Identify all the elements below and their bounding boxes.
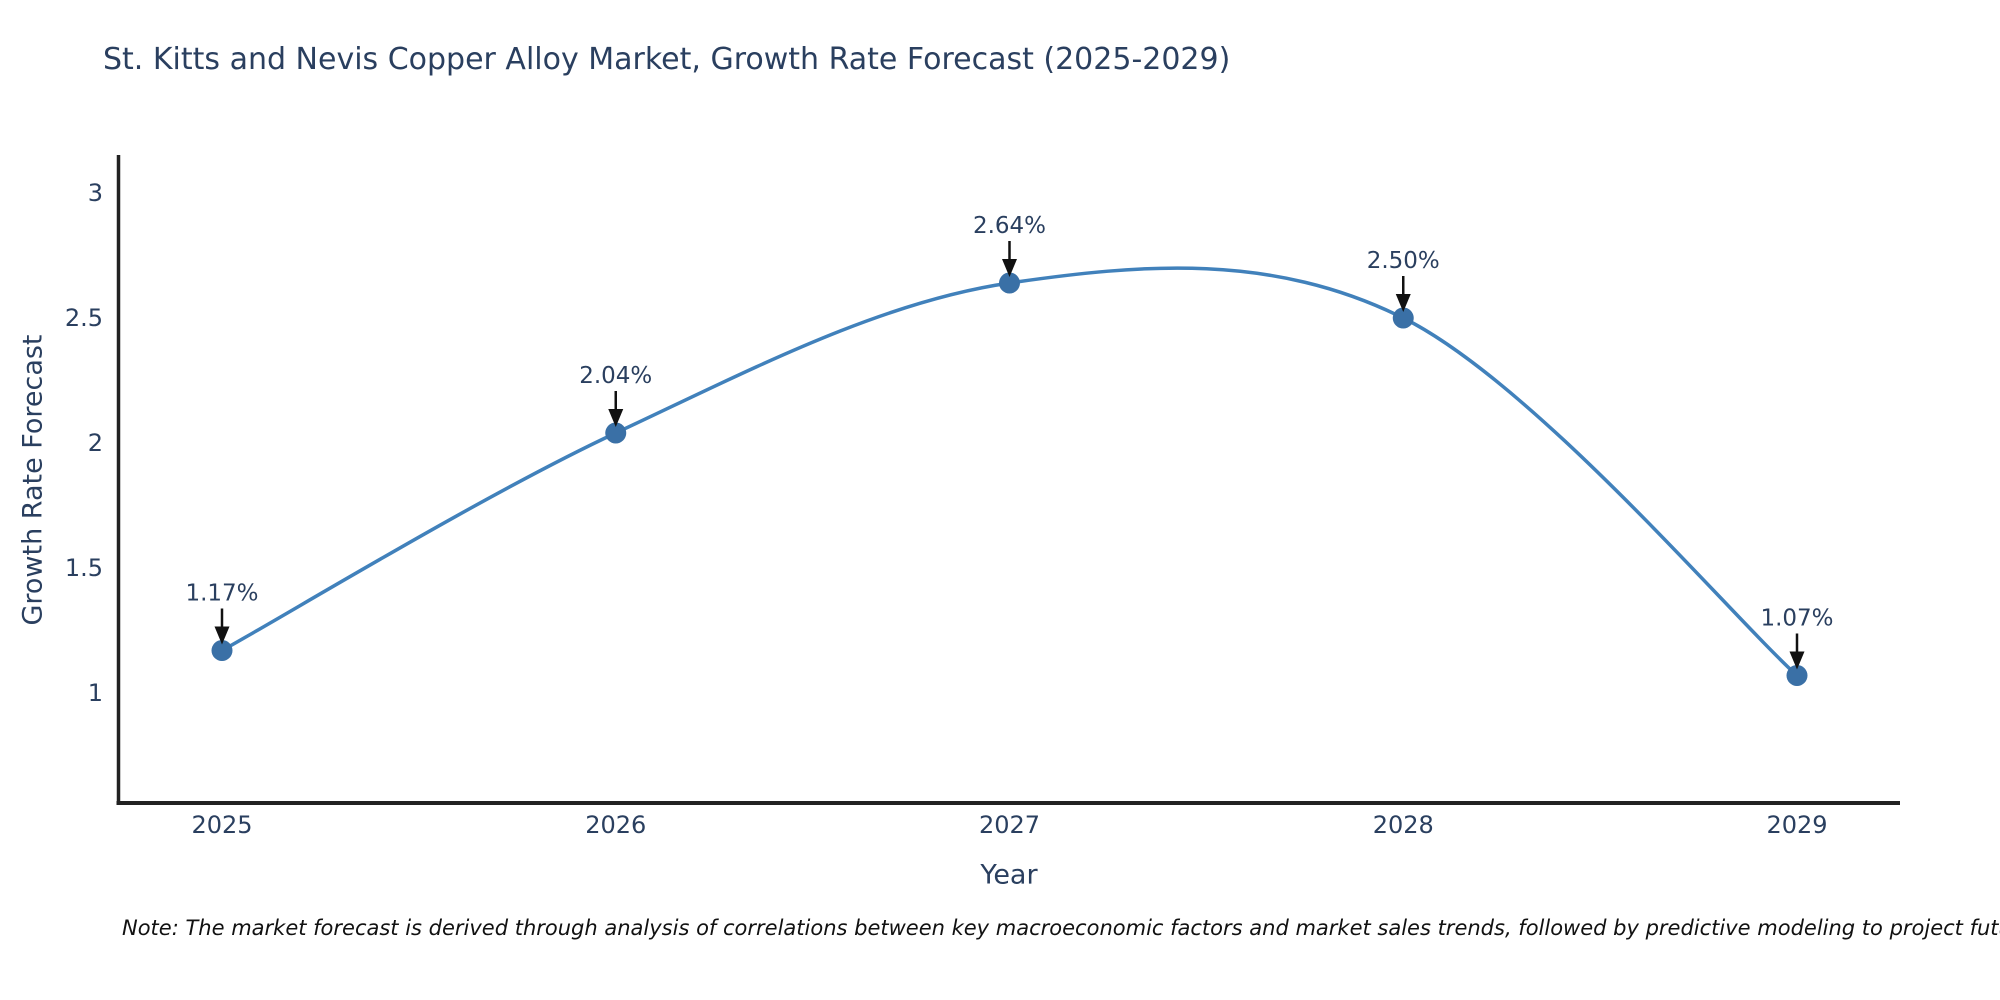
annotation-arrowhead — [1789, 651, 1805, 670]
data-point-marker — [1786, 665, 1808, 686]
data-point-marker — [211, 640, 233, 661]
data-point-marker — [1392, 307, 1414, 329]
footnote: Note: The market forecast is derived thr… — [122, 916, 2000, 940]
annotation-arrowhead — [608, 409, 624, 427]
x-tick-label: 2027 — [979, 811, 1040, 839]
y-tick-label: 2.5 — [65, 304, 103, 332]
annotation-arrowhead — [214, 626, 230, 645]
annotation-label: 2.64% — [973, 213, 1046, 239]
y-tick-label: 2 — [88, 429, 103, 457]
x-tick-label: 2028 — [1373, 811, 1434, 839]
y-tick-label: 3 — [88, 179, 103, 207]
data-point-marker — [999, 272, 1020, 294]
y-tick-label: 1 — [88, 679, 103, 707]
annotation-label: 1.17% — [185, 581, 258, 607]
x-axis-label: Year — [980, 859, 1038, 891]
annotation-arrowhead — [1395, 294, 1411, 312]
x-tick-label: 2025 — [191, 811, 252, 839]
x-tick-label: 2029 — [1766, 811, 1827, 839]
x-tick-label: 2026 — [585, 811, 646, 839]
trend-line — [221, 266, 1799, 677]
data-point-marker — [605, 422, 627, 444]
annotation-arrowhead — [1002, 259, 1017, 277]
annotation-label: 2.04% — [579, 363, 652, 389]
annotation-label: 1.07% — [1760, 606, 1833, 632]
chart-title: St. Kitts and Nevis Copper Alloy Market,… — [103, 42, 1231, 77]
annotation-label: 2.50% — [1367, 248, 1440, 274]
y-tick-label: 1.5 — [65, 554, 103, 582]
